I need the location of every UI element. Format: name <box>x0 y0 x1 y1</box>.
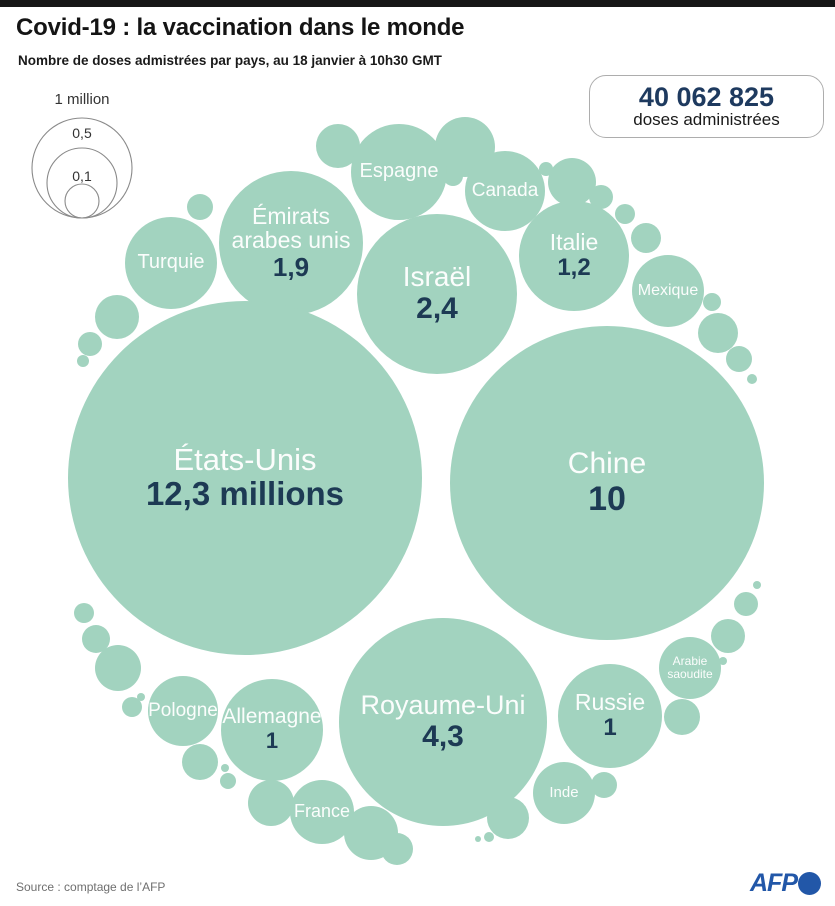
afp-logo-dot-icon <box>798 872 821 895</box>
decorative-bubble <box>753 581 761 589</box>
page-title: Covid-19 : la vaccination dans le monde <box>16 14 465 41</box>
decorative-bubble <box>615 204 635 224</box>
size-legend: 1 million 0,5 0,1 <box>31 91 133 219</box>
bubble-country-label: Arabie saoudite <box>667 654 713 681</box>
decorative-bubble <box>137 693 145 701</box>
bubble-france: France <box>290 780 354 844</box>
decorative-bubble <box>187 194 213 220</box>
bubble-value-label: 10 <box>588 480 626 519</box>
decorative-bubble <box>78 332 102 356</box>
bubble-allemagne: Allemagne 1 <box>221 679 323 781</box>
bubble-arabie-saoudite: Arabie saoudite <box>659 637 721 699</box>
legend-title: 1 million <box>54 91 109 108</box>
total-doses-box: 40 062 825 doses administrées <box>589 75 824 138</box>
bubble-value-label: 12,3 millions <box>145 475 345 513</box>
decorative-bubble <box>475 836 481 842</box>
bubble-country-label: Italie <box>549 229 599 256</box>
decorative-bubble <box>703 293 721 311</box>
bubble-italie: Italie 1,2 <box>519 201 629 311</box>
bubble-country-label: Allemagne <box>222 705 322 729</box>
decorative-bubble <box>443 166 463 186</box>
bubble-russie: Russie 1 <box>558 664 662 768</box>
decorative-bubble <box>220 773 236 789</box>
decorative-bubble <box>719 657 727 665</box>
bubble-value-label: 1 <box>265 728 279 754</box>
page-subtitle: Nombre de doses admistrées par pays, au … <box>18 53 442 68</box>
decorative-bubble <box>698 313 738 353</box>
bubble-value-label: 2,4 <box>416 292 458 326</box>
decorative-bubble <box>95 295 139 339</box>
decorative-bubble <box>631 223 661 253</box>
bubble-inde: Inde <box>533 762 595 824</box>
legend-label-01: 0,1 <box>72 168 92 184</box>
decorative-bubble <box>747 374 757 384</box>
bubble-pologne: Pologne <box>148 676 218 746</box>
bubble-mexique: Mexique <box>632 255 704 327</box>
bubble-value-label: 1,2 <box>557 253 591 281</box>
decorative-bubble <box>591 772 617 798</box>
bubble-country-label: États-Unis <box>173 441 317 477</box>
bubble-country-label: Chine <box>567 446 647 480</box>
decorative-bubble <box>381 833 413 865</box>
decorative-bubble <box>122 697 142 717</box>
bubble-country-label: Pologne <box>148 699 218 721</box>
decorative-bubble <box>74 603 94 623</box>
total-doses-label: doses administrées <box>633 110 780 130</box>
legend-label-05: 0,5 <box>72 125 92 141</box>
decorative-bubble <box>711 619 745 653</box>
bubble-country-label: Canada <box>471 179 539 201</box>
afp-logo: AFP <box>750 869 821 898</box>
bubble-espagne: Espagne <box>351 124 447 220</box>
bubble-canada: Canada <box>465 151 545 231</box>
legend-circle-01 <box>64 183 100 219</box>
decorative-bubble <box>664 699 700 735</box>
bubble-chine: Chine 10 <box>450 326 764 640</box>
bubble-country-label: Royaume-Uni <box>360 689 526 720</box>
afp-logo-text: AFP <box>750 869 798 897</box>
bubble-mirats-arabes-unis: Émirats arabes unis 1,9 <box>219 171 363 315</box>
bubble-country-label: Mexique <box>637 282 699 300</box>
decorative-bubble <box>283 787 289 793</box>
source-note: Source : comptage de l’AFP <box>16 880 166 894</box>
bubble-country-label: Inde <box>549 783 579 801</box>
bubble-country-label: Espagne <box>359 160 439 183</box>
decorative-bubble <box>77 355 89 367</box>
bubble-country-label: Turquie <box>137 251 205 274</box>
decorative-bubble <box>484 832 494 842</box>
bubble-tats-unis: États-Unis 12,3 millions <box>68 301 422 655</box>
decorative-bubble <box>95 645 141 691</box>
bubble-turquie: Turquie <box>125 217 217 309</box>
total-doses-number: 40 062 825 <box>638 81 775 112</box>
bubble-royaume-uni: Royaume-Uni 4,3 <box>339 618 547 826</box>
decorative-bubble <box>182 744 218 780</box>
bubble-value-label: 1 <box>603 713 617 741</box>
bubble-isra-l: Israël 2,4 <box>357 214 517 374</box>
bubble-value-label: 4,3 <box>422 719 464 753</box>
decorative-bubble <box>726 346 752 372</box>
bubble-country-label: France <box>293 801 351 822</box>
bubble-country-label: Russie <box>574 689 646 716</box>
bubble-value-label: 1,9 <box>272 252 310 283</box>
decorative-bubble <box>734 592 758 616</box>
decorative-bubble <box>548 158 596 206</box>
bubble-country-label: Émirats arabes unis <box>231 202 351 254</box>
top-bar <box>0 0 835 7</box>
decorative-bubble <box>221 764 229 772</box>
bubble-country-label: Israël <box>402 261 472 293</box>
